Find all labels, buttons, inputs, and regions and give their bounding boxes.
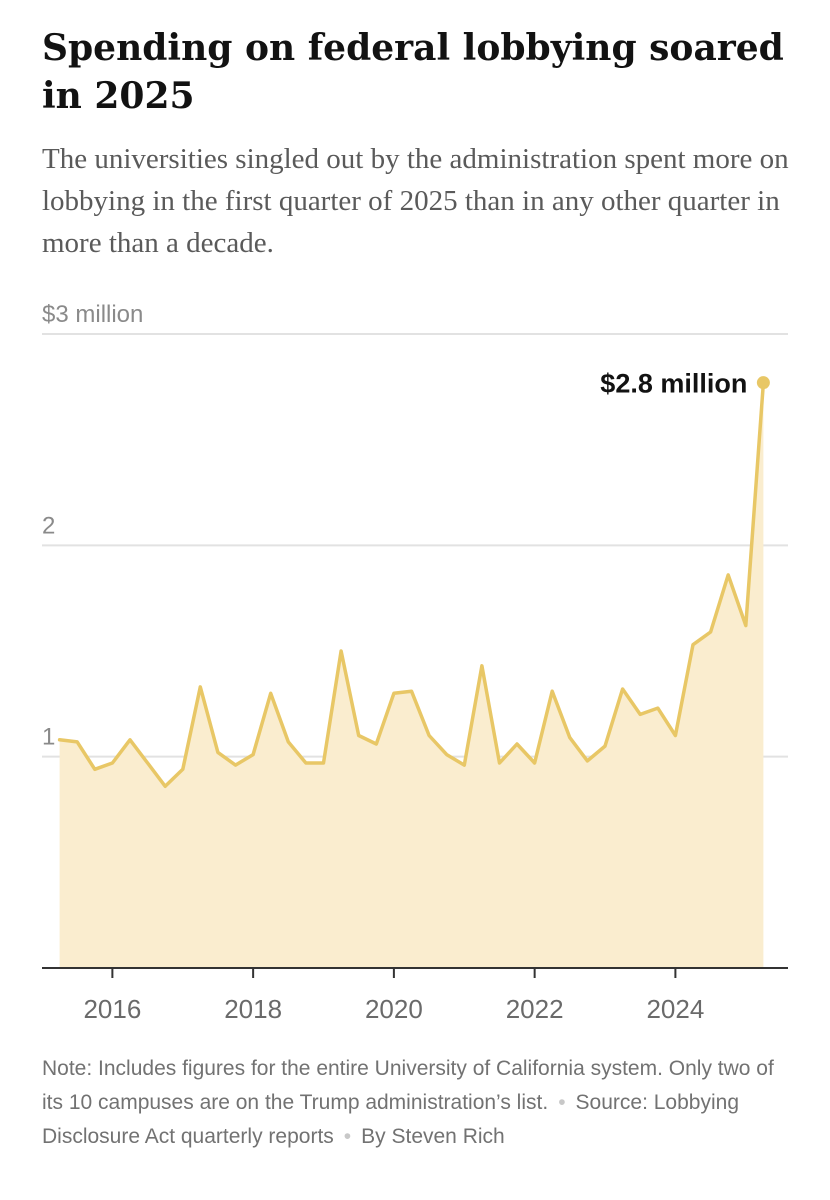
data-point	[357, 734, 360, 737]
data-point	[199, 685, 202, 688]
data-point	[498, 762, 501, 765]
data-point	[76, 740, 79, 743]
data-point	[691, 643, 694, 646]
x-tick-label: 2022	[506, 994, 564, 1024]
data-point	[392, 692, 395, 695]
data-point	[568, 736, 571, 739]
annotation-layer: $2.8 million	[58, 369, 770, 788]
chart-footnote: Note: Includes figures for the entire Un…	[42, 1052, 782, 1154]
data-point	[375, 742, 378, 745]
data-point	[551, 690, 554, 693]
x-tick-label: 2024	[646, 994, 704, 1024]
x-tick-label: 2016	[83, 994, 141, 1024]
data-point	[709, 630, 712, 633]
spending-area	[59, 382, 764, 969]
data-point	[234, 764, 237, 767]
y-tick-label: 1	[42, 724, 55, 751]
data-point	[146, 762, 149, 765]
x-tick-label: 2018	[224, 994, 282, 1024]
data-point	[252, 753, 255, 756]
data-point	[656, 707, 659, 710]
y-tick-label: 2	[42, 512, 55, 539]
data-point	[216, 751, 219, 754]
x-axis: 2016 2018 2020 2022 2024	[42, 967, 788, 1024]
data-point	[287, 740, 290, 743]
data-point	[533, 762, 536, 765]
data-point	[322, 762, 325, 765]
data-point	[480, 664, 483, 667]
data-point	[111, 762, 114, 765]
data-point	[164, 785, 167, 788]
data-point	[181, 768, 184, 771]
data-point	[727, 573, 730, 576]
data-point	[516, 742, 519, 745]
data-point	[269, 692, 272, 695]
separator-dot: •	[558, 1091, 566, 1114]
data-point	[604, 745, 607, 748]
data-point	[744, 624, 747, 627]
byline-text: By Steven Rich	[361, 1125, 505, 1148]
data-point	[674, 734, 677, 737]
x-tick-label: 2020	[365, 994, 423, 1024]
y-tick-label: $3 million	[42, 301, 143, 328]
data-point	[410, 690, 413, 693]
separator-dot: •	[343, 1125, 352, 1148]
data-point	[586, 759, 589, 762]
source-text: Source: Lobbying Disclosure Act quarterl…	[42, 1091, 739, 1148]
data-point	[428, 734, 431, 737]
chart-title: Spending on federal lobbying soared in 2…	[42, 27, 784, 117]
chart-subtitle: The universities singled out by the admi…	[42, 143, 789, 259]
data-point	[445, 753, 448, 756]
lobbying-chart: 1 2 $3 million 2016 2018 2020 2022 2024 $2.8 m…	[42, 301, 788, 1024]
data-point	[463, 764, 466, 767]
data-point	[58, 738, 61, 741]
highlight-dot	[756, 376, 770, 390]
spending-line	[57, 380, 766, 789]
note-text: Note: Includes figures for the entire Un…	[42, 1057, 774, 1114]
data-point	[621, 688, 624, 691]
annotation-label: $2.8 million	[600, 369, 747, 399]
data-point	[128, 738, 131, 741]
data-point	[93, 768, 96, 771]
data-point	[340, 650, 343, 653]
data-point	[304, 762, 307, 765]
data-point	[639, 713, 642, 716]
